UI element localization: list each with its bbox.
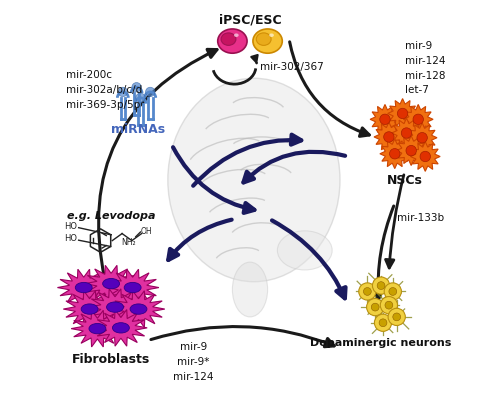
Ellipse shape	[112, 323, 130, 333]
Ellipse shape	[81, 304, 98, 314]
Polygon shape	[408, 123, 437, 152]
Text: NSCs: NSCs	[386, 174, 422, 187]
Ellipse shape	[417, 132, 428, 143]
Ellipse shape	[253, 29, 282, 53]
Ellipse shape	[380, 114, 390, 125]
Circle shape	[372, 277, 390, 294]
Polygon shape	[94, 310, 147, 346]
Ellipse shape	[413, 114, 424, 125]
Text: iPSC/ESC: iPSC/ESC	[218, 14, 282, 27]
Polygon shape	[380, 139, 410, 169]
Text: mir-9
mir-9*
mir-124: mir-9 mir-9* mir-124	[173, 342, 214, 382]
Ellipse shape	[269, 33, 274, 37]
Polygon shape	[410, 141, 440, 171]
Polygon shape	[370, 105, 400, 134]
Circle shape	[393, 313, 400, 321]
Text: HO: HO	[64, 234, 77, 243]
Ellipse shape	[278, 231, 332, 270]
Ellipse shape	[89, 323, 106, 334]
Polygon shape	[85, 265, 138, 302]
Text: mir-133b: mir-133b	[396, 213, 444, 223]
Circle shape	[379, 319, 387, 327]
Text: Fibroblasts: Fibroblasts	[72, 353, 150, 366]
FancyArrowPatch shape	[386, 175, 404, 268]
Ellipse shape	[398, 108, 408, 119]
Circle shape	[136, 93, 145, 103]
Circle shape	[372, 303, 379, 311]
Text: NH₂: NH₂	[121, 238, 136, 247]
Text: mir-9
mir-124
mir-128
let-7: mir-9 mir-124 mir-128 let-7	[404, 41, 445, 95]
Ellipse shape	[76, 283, 92, 293]
Polygon shape	[106, 269, 159, 306]
Ellipse shape	[221, 33, 236, 45]
Ellipse shape	[218, 29, 247, 53]
FancyArrowPatch shape	[168, 220, 232, 260]
Circle shape	[388, 308, 406, 325]
Ellipse shape	[102, 279, 120, 289]
Polygon shape	[58, 269, 110, 306]
Text: OH: OH	[141, 226, 152, 235]
Ellipse shape	[168, 78, 340, 282]
Ellipse shape	[420, 151, 430, 162]
Circle shape	[366, 299, 384, 316]
Polygon shape	[71, 310, 124, 347]
Circle shape	[389, 288, 396, 296]
Polygon shape	[374, 122, 404, 152]
Polygon shape	[112, 291, 165, 327]
Circle shape	[118, 87, 128, 97]
Polygon shape	[64, 291, 116, 327]
Polygon shape	[392, 118, 422, 148]
Text: miRNAs: miRNAs	[112, 123, 166, 136]
FancyArrowPatch shape	[173, 147, 254, 213]
Polygon shape	[404, 105, 433, 134]
FancyArrowPatch shape	[290, 42, 370, 136]
Ellipse shape	[232, 262, 268, 317]
Circle shape	[377, 282, 385, 290]
Circle shape	[359, 283, 376, 300]
FancyArrowPatch shape	[272, 220, 345, 298]
FancyArrowPatch shape	[374, 206, 394, 299]
Text: e.g. Levodopa: e.g. Levodopa	[67, 211, 156, 221]
Ellipse shape	[406, 145, 416, 156]
Polygon shape	[88, 289, 142, 325]
Ellipse shape	[124, 283, 141, 293]
Ellipse shape	[390, 149, 400, 159]
Ellipse shape	[130, 304, 147, 314]
FancyArrowPatch shape	[193, 135, 302, 186]
Circle shape	[380, 297, 398, 314]
Ellipse shape	[402, 128, 411, 138]
FancyArrowPatch shape	[244, 152, 345, 182]
Polygon shape	[396, 136, 426, 165]
Ellipse shape	[234, 33, 238, 37]
Circle shape	[374, 314, 392, 331]
Text: mir-302/367: mir-302/367	[260, 62, 324, 72]
Ellipse shape	[384, 132, 394, 142]
Circle shape	[384, 283, 402, 300]
Circle shape	[132, 83, 141, 92]
Circle shape	[364, 288, 372, 296]
FancyArrowPatch shape	[98, 50, 217, 279]
FancyArrowPatch shape	[151, 327, 334, 347]
Text: mir-200c
mir-302a/b/c/d
mir-369-3p/5p: mir-200c mir-302a/b/c/d mir-369-3p/5p	[66, 70, 142, 110]
Polygon shape	[388, 99, 418, 129]
Text: HO: HO	[64, 222, 77, 231]
Ellipse shape	[256, 33, 271, 45]
Ellipse shape	[106, 302, 124, 312]
Text: Dopaminergic neurons: Dopaminergic neurons	[310, 338, 452, 349]
Circle shape	[385, 301, 393, 309]
Circle shape	[146, 87, 155, 97]
